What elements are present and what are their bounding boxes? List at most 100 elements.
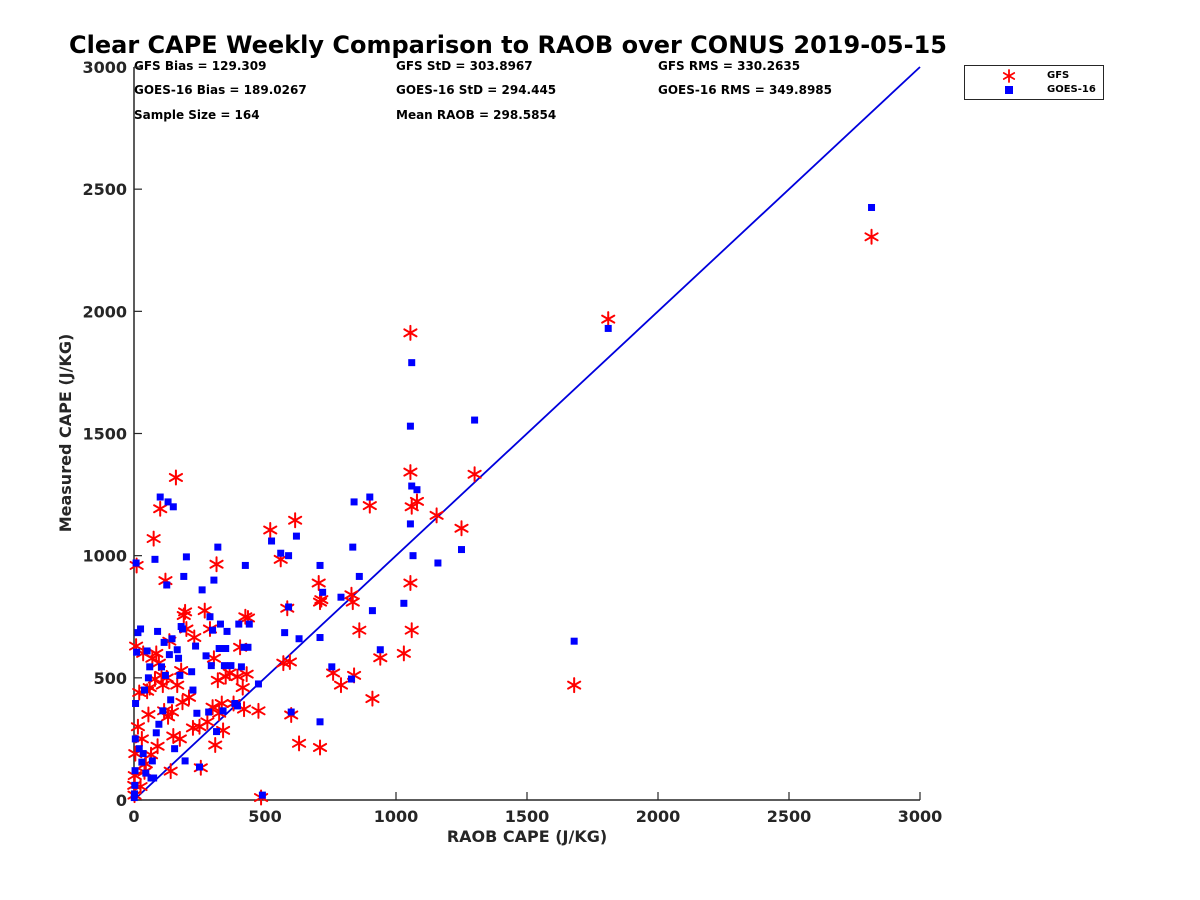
goes16-point [350, 498, 358, 506]
goes16-point [235, 620, 243, 628]
gfs-point [467, 466, 482, 483]
gfs-point [403, 464, 418, 481]
x-tick-label: 500 [248, 807, 281, 826]
goes16-point [337, 593, 345, 601]
gfs-point [396, 645, 411, 662]
asterisk-icon [1002, 69, 1016, 83]
gfs-point [168, 469, 184, 486]
gfs-point [208, 737, 223, 754]
y-axis-label: Measured CAPE (J/KG) [56, 334, 75, 533]
goes16-point [151, 555, 159, 563]
y-tick-label: 1000 [82, 547, 127, 566]
goes16-point [366, 493, 374, 501]
goes16-point [216, 620, 224, 628]
gfs-point [291, 735, 307, 752]
goes16-point [193, 709, 201, 717]
y-tick-label: 2500 [82, 180, 127, 199]
goes16-point [277, 549, 285, 557]
stat-sample-size: Sample Size = 164 [134, 108, 260, 122]
gfs-point [288, 512, 303, 529]
goes16-point [319, 588, 327, 596]
goes16-point [158, 663, 166, 671]
goes16-point [205, 708, 213, 716]
goes16-point [143, 647, 151, 655]
goes16-point [368, 607, 376, 615]
goes16-point [408, 482, 416, 490]
x-tick-label: 2000 [636, 807, 681, 826]
gfs-point [210, 672, 225, 689]
legend-item-goes16: GOES-16 [965, 83, 1103, 97]
goes16-point [156, 493, 164, 501]
goes16-point [413, 486, 421, 494]
goes16-point [868, 203, 876, 211]
goes16-point [244, 643, 252, 651]
goes16-point [169, 503, 177, 511]
gfs-point [311, 575, 326, 592]
gfs-point [312, 739, 328, 756]
goes16-point [140, 686, 148, 694]
goes16-point [406, 520, 414, 528]
gfs-point [409, 493, 425, 510]
gfs-point [238, 608, 253, 625]
goes16-point [198, 586, 206, 594]
y-tick-label: 1500 [82, 425, 127, 444]
gfs-point [429, 507, 444, 524]
series-gfs [127, 228, 879, 806]
goes16-point [471, 416, 479, 424]
stat-mean-raob: Mean RAOB = 298.5854 [396, 108, 557, 122]
x-tick-label: 1000 [374, 807, 419, 826]
x-tick-label: 3000 [898, 807, 943, 826]
stat-goes-bias: GOES-16 Bias = 189.0267 [134, 83, 307, 97]
goes16-point [181, 757, 189, 765]
gfs-point [166, 727, 181, 744]
gfs-point [197, 602, 212, 619]
square-icon [1005, 86, 1013, 94]
goes16-point [130, 794, 138, 802]
series-goes-16 [130, 203, 876, 802]
goes16-point [175, 654, 183, 662]
goes16-point [176, 671, 184, 679]
gfs-point [175, 694, 190, 711]
goes16-point [131, 790, 139, 798]
gfs-point [362, 497, 377, 514]
gfs-point [312, 594, 328, 611]
goes16-point [206, 613, 214, 621]
goes16-point [215, 645, 223, 653]
goes16-point [220, 662, 228, 670]
gfs-point [403, 575, 418, 592]
goes16-point [188, 668, 196, 676]
goes16-point [131, 735, 139, 743]
goes16-point [209, 626, 217, 634]
x-tick-label: 0 [128, 807, 139, 826]
legend: GFS GOES-16 [964, 65, 1104, 100]
goes16-point [285, 552, 293, 560]
goes16-point [161, 671, 169, 679]
goes16-point [570, 637, 578, 645]
goes16-point [406, 422, 414, 430]
goes16-point [144, 674, 152, 682]
goes16-point [159, 707, 167, 715]
goes16-point [434, 559, 442, 567]
goes16-point [163, 581, 171, 589]
gfs-point [404, 498, 419, 515]
goes16-point [241, 561, 249, 569]
gfs-point [187, 629, 202, 646]
goes16-point [132, 699, 140, 707]
goes16-point [134, 629, 142, 637]
gfs-point [365, 690, 380, 707]
goes16-point [328, 663, 336, 671]
goes16-point [146, 663, 154, 671]
goes16-point [231, 699, 239, 707]
goes16-point [142, 769, 150, 777]
gfs-point [251, 702, 266, 719]
goes16-point [177, 623, 185, 631]
legend-item-gfs: GFS [965, 69, 1103, 83]
goes16-point [165, 651, 173, 659]
gfs-point [209, 556, 224, 573]
gfs-point [601, 311, 616, 328]
goes16-point [148, 757, 156, 765]
goes16-point [171, 745, 179, 753]
gfs-point [567, 677, 582, 694]
gfs-point [454, 520, 469, 537]
goes16-point [137, 625, 145, 633]
